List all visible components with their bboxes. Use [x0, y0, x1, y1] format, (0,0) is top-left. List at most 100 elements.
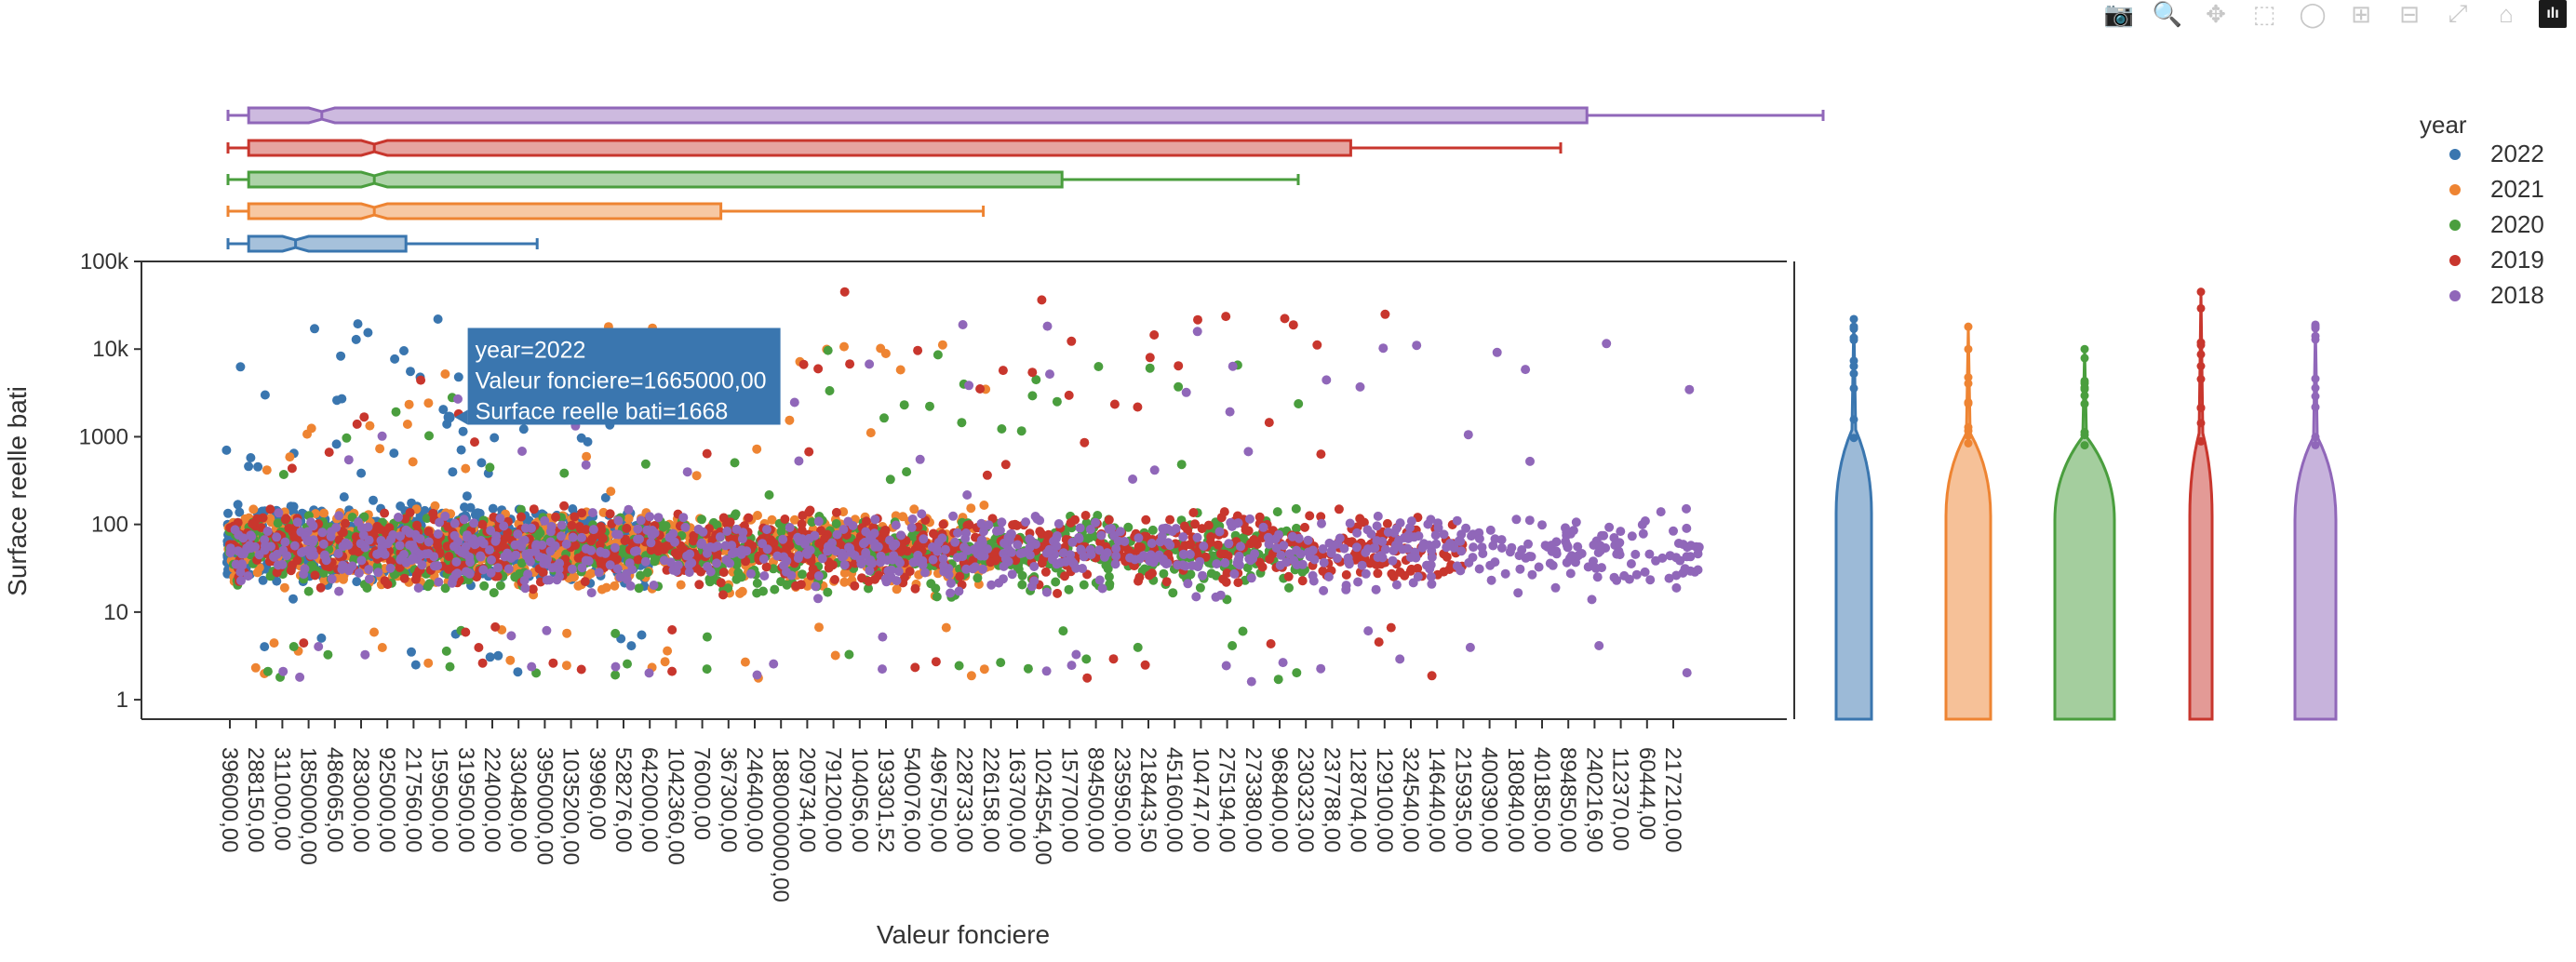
violin-outlier	[2196, 303, 2206, 313]
lasso-select-icon[interactable]: ◯	[2299, 0, 2327, 28]
scatter-point	[1041, 587, 1052, 597]
scatter-point	[395, 541, 405, 551]
violin-outlier	[2080, 431, 2089, 440]
scatter-point	[1241, 525, 1251, 535]
scatter-point	[1225, 407, 1235, 417]
scatter-point	[718, 568, 729, 578]
scatter-point	[1566, 551, 1576, 561]
scatter-point	[979, 664, 989, 675]
scatter-point	[490, 535, 501, 545]
violin-outlier	[2080, 354, 2089, 363]
scatter-point	[1565, 568, 1576, 579]
scatter-point	[377, 431, 387, 441]
scatter-point	[1547, 541, 1556, 551]
reset-axes-icon[interactable]: ⌂	[2499, 0, 2514, 28]
scatter-point	[235, 567, 246, 577]
legend-marker	[2449, 149, 2461, 160]
scatter-point	[1145, 556, 1155, 566]
scatter-point	[302, 429, 312, 439]
scatter-point	[391, 407, 401, 417]
scatter-point	[880, 543, 891, 554]
legend-item-2022[interactable]: 2022	[2449, 140, 2544, 167]
scatter-point	[984, 520, 994, 530]
scatter-point	[581, 460, 591, 470]
scatter-point	[1305, 511, 1315, 521]
x-tick-label: 496750,00	[925, 747, 950, 852]
violin-outlier	[2080, 391, 2089, 400]
scatter-point	[364, 565, 374, 575]
scatter-point	[1316, 512, 1326, 522]
scatter-point	[976, 518, 986, 528]
scatter-point	[1507, 542, 1517, 553]
scatter-point	[1271, 543, 1281, 553]
scatter-point	[1178, 532, 1188, 542]
scatter-point	[1309, 554, 1320, 565]
scatter-point	[797, 526, 807, 536]
autoscale-icon[interactable]: ⤢	[2448, 0, 2468, 27]
scatter-point	[785, 415, 795, 425]
scatter-point	[758, 554, 769, 564]
box-plot-2018	[226, 106, 1825, 125]
legend-item-2018[interactable]: 2018	[2449, 281, 2544, 309]
scatter-point	[423, 527, 434, 537]
legend-item-2021[interactable]: 2021	[2449, 175, 2544, 203]
scatter-point	[1136, 542, 1146, 553]
scatter-point	[1562, 528, 1572, 538]
scatter-point	[1236, 541, 1245, 552]
zoom-in-icon[interactable]: ⊞	[2351, 0, 2371, 28]
legend-item-2020[interactable]: 2020	[2449, 210, 2544, 238]
scatter-point	[816, 526, 826, 536]
scatter-point	[940, 544, 950, 554]
scatter-point	[396, 531, 406, 541]
x-tick-label: 486065,00	[322, 747, 347, 852]
violin-body	[2188, 291, 2214, 721]
scatter-point	[941, 622, 951, 633]
scatter-point	[485, 462, 495, 473]
scatter-point	[839, 577, 850, 587]
zoom-out-icon[interactable]: ⊟	[2399, 0, 2420, 28]
pan-icon[interactable]: ✥	[2206, 0, 2226, 28]
scatter-point	[1037, 295, 1047, 305]
scatter-point	[937, 340, 947, 350]
zoom-icon[interactable]: 🔍	[2152, 0, 2183, 28]
scatter-point	[823, 345, 833, 355]
box-body	[247, 202, 723, 220]
legend-item-2019[interactable]: 2019	[2449, 246, 2544, 274]
scatter-point	[404, 399, 414, 409]
x-tick-label: 60444,00	[1634, 747, 1659, 840]
scatter-point	[1110, 559, 1120, 569]
scatter-point	[858, 539, 868, 549]
scatter-point	[1128, 474, 1138, 484]
scatter-point	[721, 554, 731, 565]
scatter-point	[1108, 654, 1119, 664]
scatter-point	[262, 666, 273, 676]
scatter-point	[1111, 543, 1121, 554]
scatter-point	[333, 549, 343, 558]
camera-icon[interactable]: 📷	[2103, 0, 2135, 28]
scatter-point	[1215, 549, 1226, 559]
box-select-icon[interactable]: ⬚	[2252, 0, 2276, 28]
scatter-point	[601, 582, 611, 593]
scatter-point	[1374, 637, 1384, 648]
scatter-point	[895, 557, 905, 568]
scatter-point	[1023, 663, 1033, 674]
scatter-point	[1104, 571, 1114, 581]
scatter-point	[237, 559, 247, 569]
legend-marker	[2449, 184, 2461, 195]
scatter-point	[1406, 516, 1416, 527]
scatter-point	[767, 514, 777, 525]
scatter-point	[789, 514, 799, 525]
scatter-point	[979, 527, 988, 537]
scatter-point	[225, 543, 235, 554]
plotly-logo-icon[interactable]: ılı	[2539, 0, 2567, 28]
scatter-point	[919, 534, 929, 544]
scatter-point	[929, 528, 938, 539]
scatter-point	[299, 638, 309, 648]
scatter-point	[408, 457, 418, 467]
scatter-point	[950, 537, 960, 547]
scatter-point	[559, 468, 570, 478]
scatter-point	[1391, 580, 1402, 590]
scatter-point	[770, 584, 780, 595]
